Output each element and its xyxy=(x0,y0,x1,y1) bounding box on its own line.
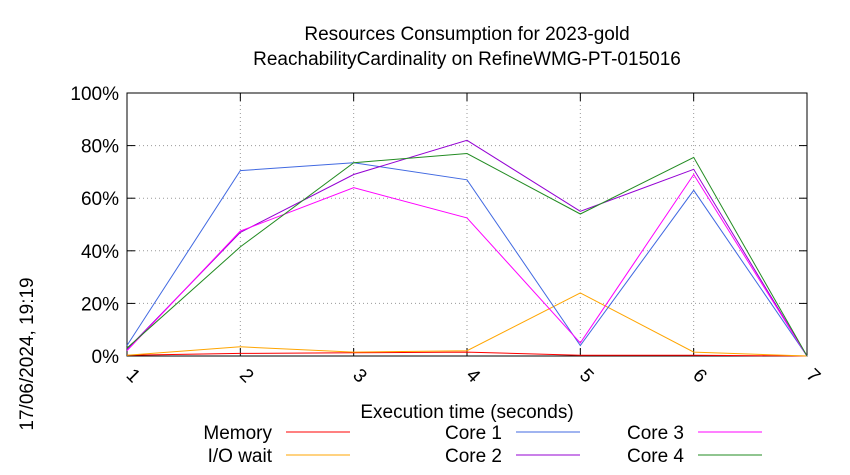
y-tick-label: 80% xyxy=(81,137,119,158)
x-axis-ticks: 1 2 3 4 5 6 7 xyxy=(122,93,824,388)
legend-label-core-2: Core 2 xyxy=(445,446,502,467)
y-tick-label: 20% xyxy=(81,294,119,315)
x-tick-label: 6 xyxy=(688,365,710,387)
chart-title: Resources Consumption for 2023-gold xyxy=(304,24,629,45)
y-tick-label: 100% xyxy=(70,84,119,105)
x-tick-label: 7 xyxy=(802,365,824,387)
x-tick-label: 2 xyxy=(235,365,257,387)
grid-lines xyxy=(127,93,807,356)
y-axis-ticks: 0% 20% 40% 60% 80% 100% xyxy=(70,84,807,368)
chart-subtitle: ReachabilityCardinality on RefineWMG-PT-… xyxy=(253,49,681,70)
series-line-memory xyxy=(126,351,808,357)
timestamp-label: 17/06/2024, 19:19 xyxy=(17,277,38,430)
legend-label-i-o-wait: I/O wait xyxy=(208,446,273,467)
y-tick-label: 60% xyxy=(81,189,119,210)
series-line-core-2 xyxy=(126,139,808,357)
legend-label-core-1: Core 1 xyxy=(445,423,502,444)
legend-label-core-4: Core 4 xyxy=(627,446,684,467)
series-line-core-4 xyxy=(126,152,808,357)
x-tick-label: 1 xyxy=(122,365,144,387)
series-lines xyxy=(126,139,808,357)
y-tick-label: 0% xyxy=(92,347,120,368)
legend-label-core-3: Core 3 xyxy=(627,423,684,444)
legend-label-memory: Memory xyxy=(203,423,272,444)
series-line-core-3 xyxy=(126,173,808,357)
series-line-core-1 xyxy=(126,162,808,357)
x-axis-label: Execution time (seconds) xyxy=(360,402,573,423)
x-tick-label: 4 xyxy=(462,365,485,388)
y-tick-label: 40% xyxy=(81,242,119,263)
x-tick-label: 5 xyxy=(575,365,597,387)
x-tick-label: 3 xyxy=(348,365,370,387)
plot-border xyxy=(126,92,808,357)
series-line-i-o-wait xyxy=(126,292,808,357)
